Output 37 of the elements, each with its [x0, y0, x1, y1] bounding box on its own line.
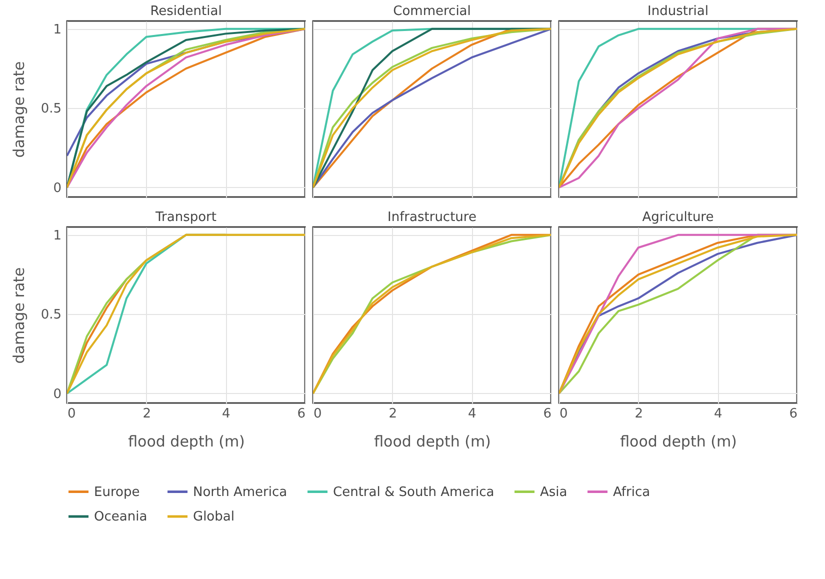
x-tick-label: 2: [388, 406, 397, 422]
chart-title: Transport: [154, 210, 217, 225]
chart-title: Commercial: [393, 4, 471, 19]
x-tick-label: 4: [714, 406, 722, 422]
legend-label: Central & South America: [333, 484, 494, 500]
x-tick-label: 4: [222, 406, 230, 422]
chart-title: Agriculture: [642, 210, 714, 225]
x-tick-label: 0: [68, 406, 76, 422]
legend-label: Europe: [94, 484, 140, 500]
x-tick-label: 6: [297, 406, 306, 422]
legend-label: Global: [193, 510, 234, 524]
legend-label: North America: [193, 484, 288, 500]
y-axis-title: damage rate: [10, 267, 28, 364]
x-tick-label: 0: [314, 406, 322, 422]
y-axis-title: damage rate: [10, 61, 28, 158]
x-tick-label: 6: [543, 406, 552, 422]
chart-title: Residential: [150, 4, 222, 19]
y-tick-label: 0.5: [40, 102, 62, 117]
y-tick-label: 0.5: [40, 308, 62, 323]
legend-label: Asia: [540, 484, 568, 500]
y-tick-label: 0: [53, 180, 62, 196]
x-axis-title: flood depth (m): [374, 432, 491, 450]
legend-label: Africa: [613, 484, 650, 500]
legend-label: Oceania: [94, 510, 148, 524]
line-series: [67, 28, 305, 188]
y-tick-label: 1: [53, 228, 62, 244]
x-tick-label: 4: [468, 406, 476, 422]
x-tick-label: 2: [142, 406, 151, 422]
chart-title: Industrial: [648, 4, 708, 19]
x-tick-label: 6: [789, 406, 798, 422]
y-tick-label: 1: [53, 22, 62, 38]
y-tick-label: 0: [53, 386, 62, 402]
x-axis-title: flood depth (m): [620, 432, 737, 450]
chart-title: Infrastructure: [388, 210, 476, 225]
x-axis-title: flood depth (m): [128, 432, 245, 450]
x-tick-label: 2: [634, 406, 643, 422]
x-tick-label: 0: [560, 406, 568, 422]
